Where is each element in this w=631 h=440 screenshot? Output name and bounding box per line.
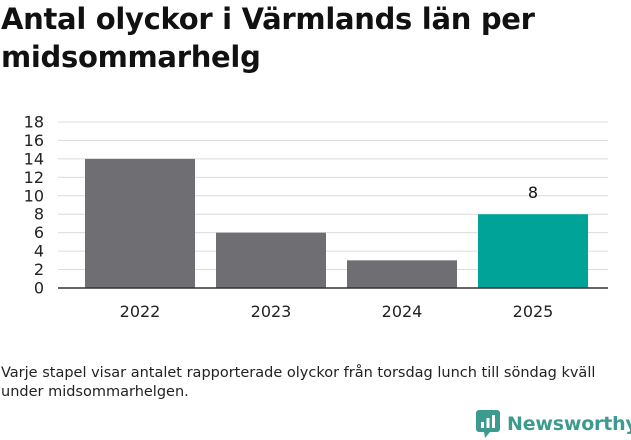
x-tick-label: 2022	[120, 302, 161, 321]
brand-logo: Newsworthy	[476, 408, 631, 440]
bar-2022	[85, 158, 195, 288]
y-tick-label: 12	[24, 168, 44, 187]
x-tick-label: 2024	[382, 302, 423, 321]
y-tick-label: 18	[24, 113, 44, 132]
bar-2024	[347, 260, 457, 288]
y-tick-label: 6	[34, 223, 44, 242]
y-tick-label: 2	[34, 260, 44, 279]
chart-footnote: Varje stapel visar antalet rapporterade …	[1, 365, 596, 400]
bars	[85, 158, 588, 288]
x-tick-label: 2025	[513, 302, 554, 321]
brand-name: Newsworthy	[507, 413, 631, 435]
bar-2023	[216, 232, 326, 288]
data-labels: 8	[528, 183, 538, 202]
y-tick-label: 16	[24, 131, 44, 150]
y-tick-label: 14	[24, 149, 44, 168]
y-tick-label: 8	[34, 205, 44, 224]
newsworthy-logo-icon	[476, 410, 500, 438]
chart-title: Antal olyckor i Värmlands län per midsom…	[1, 2, 535, 74]
bar-2025	[478, 214, 588, 288]
x-axis-tick-labels: 2022 2023 2024 2025	[120, 302, 554, 321]
y-tick-label: 4	[34, 242, 44, 261]
y-tick-label: 10	[24, 186, 44, 205]
y-tick-label: 0	[34, 279, 44, 298]
x-tick-label: 2023	[251, 302, 292, 321]
data-label: 8	[528, 183, 538, 202]
